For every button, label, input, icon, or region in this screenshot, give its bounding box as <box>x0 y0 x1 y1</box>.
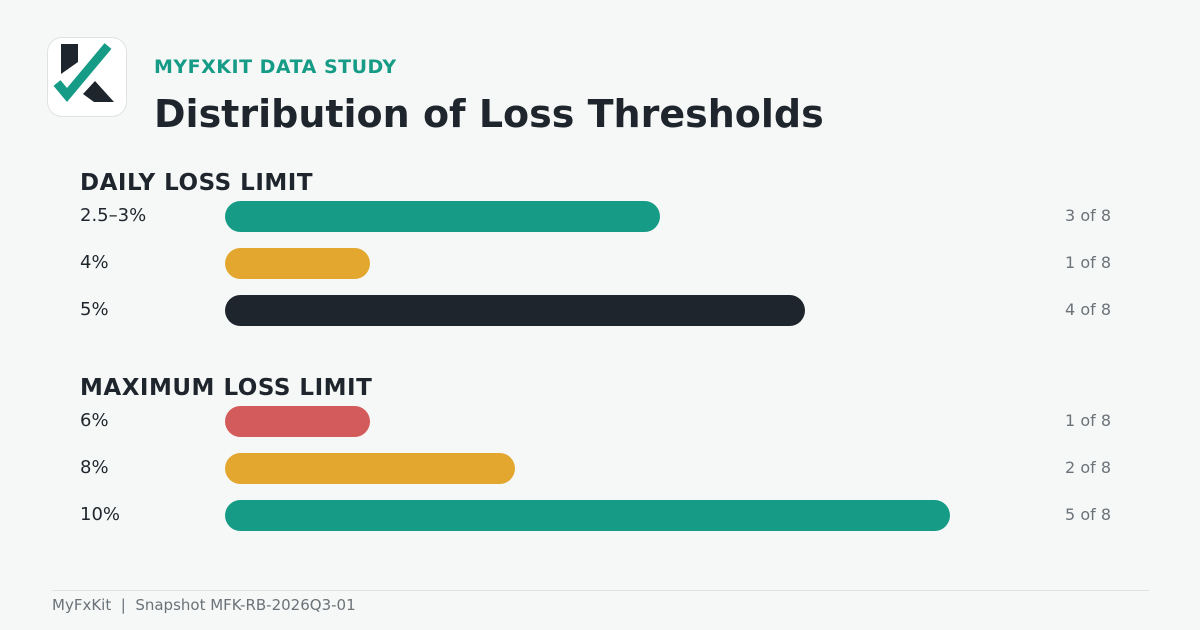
category-label: 10% <box>80 504 121 525</box>
value-label: 2 of 8 <box>1065 458 1111 477</box>
eyebrow-label: MYFXKIT DATA STUDY <box>154 56 397 78</box>
footer-text: MyFxKit | Snapshot MFK-RB-2026Q3-01 <box>52 596 356 614</box>
footer-divider <box>52 590 1149 591</box>
page-title: Distribution of Loss Thresholds <box>154 92 824 136</box>
bar <box>225 453 515 484</box>
value-label: 1 of 8 <box>1065 411 1111 430</box>
category-label: 2.5–3% <box>80 205 147 226</box>
bar <box>225 201 660 232</box>
category-label: 8% <box>80 457 109 478</box>
k-check-logo-icon <box>53 43 114 103</box>
bar <box>225 295 805 326</box>
value-label: 3 of 8 <box>1065 206 1111 225</box>
value-label: 1 of 8 <box>1065 253 1111 272</box>
category-label: 5% <box>80 299 109 320</box>
value-label: 4 of 8 <box>1065 300 1111 319</box>
category-label: 6% <box>80 410 109 431</box>
value-label: 5 of 8 <box>1065 505 1111 524</box>
chart-title: MAXIMUM LOSS LIMIT <box>80 375 373 401</box>
chart-title: DAILY LOSS LIMIT <box>80 170 314 196</box>
myfxkit-logo <box>48 38 126 116</box>
bar <box>225 248 370 279</box>
category-label: 4% <box>80 252 109 273</box>
bar <box>225 406 370 437</box>
bar <box>225 500 950 531</box>
